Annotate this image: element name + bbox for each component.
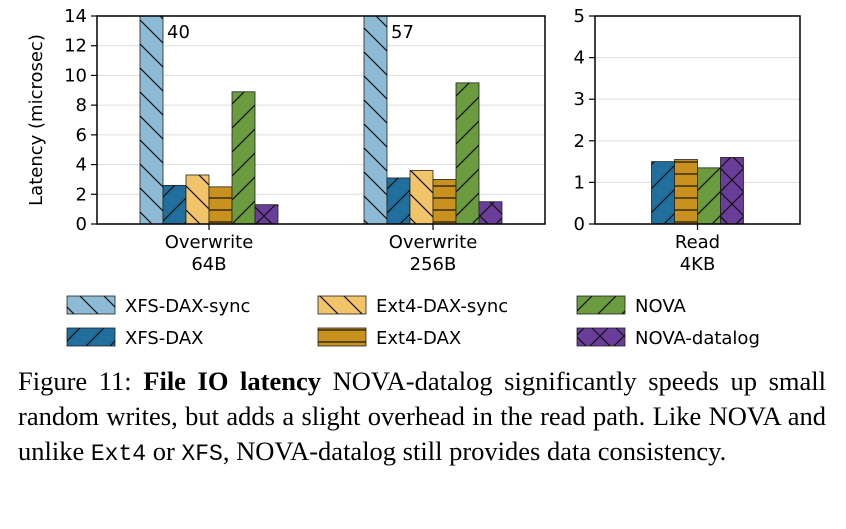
axes-frame <box>96 15 546 225</box>
value-label: 40 <box>167 22 190 43</box>
value-label: 57 <box>391 22 414 43</box>
bar-hatch <box>209 186 232 224</box>
bar-hatch <box>232 91 255 224</box>
x-tick-label: Read 4KB <box>675 232 720 275</box>
x-tick-label: Overwrite 256B <box>389 232 478 275</box>
y-tick-label: 1 <box>574 172 585 193</box>
bar-hatch <box>479 201 502 224</box>
bar-hatch <box>651 161 675 224</box>
legend-hatch <box>577 328 625 346</box>
bar-hatch <box>140 16 163 224</box>
legend-hatch <box>318 328 366 346</box>
y-tick-label: 2 <box>76 184 87 205</box>
y-tick-label: 12 <box>64 36 87 57</box>
legend-label: Ext4-DAX <box>376 328 461 349</box>
bar-hatch <box>364 16 387 224</box>
bar-hatch <box>410 170 433 224</box>
plot-area <box>139 16 503 224</box>
bar-hatch <box>255 204 278 224</box>
caption-text: Ext4 <box>90 441 147 467</box>
y-tick-label: 8 <box>76 95 87 116</box>
figure-caption: Figure 11: File IO latency NOVA-datalog … <box>18 364 826 472</box>
caption-text: Figure 11: <box>18 366 144 396</box>
legend-label: NOVA <box>635 296 686 317</box>
caption-text: File IO latency <box>143 366 322 396</box>
y-tick-label: 4 <box>76 155 87 176</box>
y-tick-label: 2 <box>574 131 585 152</box>
legend-label: Ext4-DAX-sync <box>376 296 508 317</box>
axes-frame <box>594 15 801 225</box>
caption-text: XFS <box>181 441 223 467</box>
bar-hatch <box>674 159 698 224</box>
bar-hatch <box>387 177 410 224</box>
y-tick-label: 4 <box>574 48 585 69</box>
bar-hatch <box>433 179 456 224</box>
legend-hatch <box>67 296 115 314</box>
y-tick-label: 3 <box>574 89 585 110</box>
plot-area <box>651 157 744 224</box>
y-tick-label: 14 <box>64 6 87 27</box>
legend-hatch <box>318 296 366 314</box>
bar-hatch <box>697 167 721 224</box>
y-tick-label: 5 <box>574 6 585 27</box>
y-axis-label: Latency (microsec) <box>26 34 47 206</box>
legend-label: XFS-DAX <box>125 328 203 349</box>
y-tick-label: 6 <box>76 125 87 146</box>
bar-hatch <box>456 82 479 224</box>
legend-hatch <box>67 328 115 346</box>
legend-label: XFS-DAX-sync <box>125 296 250 317</box>
x-tick-label: Overwrite 64B <box>165 232 254 275</box>
bar-hatch <box>720 157 744 224</box>
caption-text: NOVA-datalog significantly speeds up sma… <box>18 366 826 466</box>
legend-label: NOVA-datalog <box>635 328 760 349</box>
caption-text: or <box>146 436 182 466</box>
bar-hatch <box>163 185 186 224</box>
y-tick-label: 0 <box>574 214 585 235</box>
bar-hatch <box>186 174 209 224</box>
legend-hatch <box>577 296 625 314</box>
y-tick-label: 0 <box>76 214 87 235</box>
caption-text: , NOVA-datalog still provides data consi… <box>222 436 727 466</box>
y-tick-label: 10 <box>64 65 87 86</box>
